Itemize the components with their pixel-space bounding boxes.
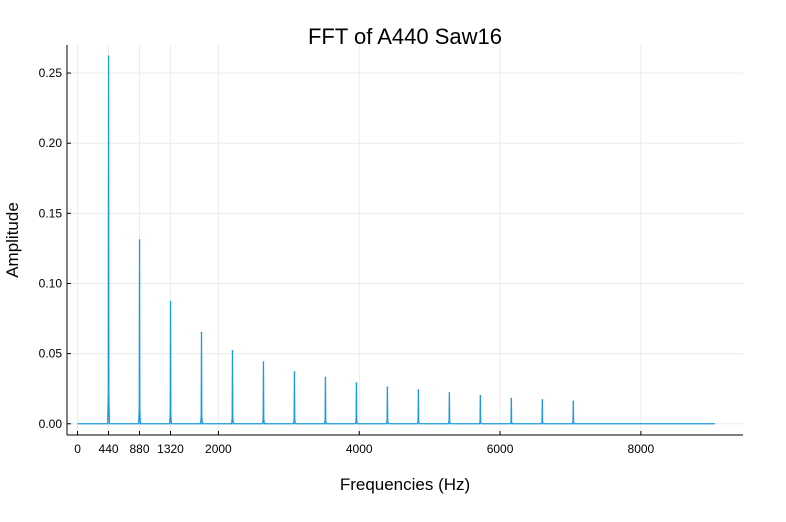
harmonic-peak-point [541,399,544,401]
y-tick-label: 0.10 [39,276,63,290]
spectrum-series-line [77,55,715,425]
harmonic-peak-point [355,382,358,384]
harmonic-peak-point [572,400,575,403]
harmonic-peak-point [510,397,513,400]
x-tick-label: 0 [74,442,81,456]
harmonic-peak-point [417,389,420,391]
harmonic-peak-point [293,371,296,373]
y-tick-label: 0.25 [39,66,63,80]
x-tick-label: 6000 [487,442,514,456]
grid-layer [67,45,743,435]
x-axis-label: Frequencies (Hz) [340,475,470,494]
harmonic-peak-point [262,361,265,363]
harmonic-peak-point [386,386,389,389]
y-axis-label: Amplitude [3,202,22,278]
y-tick-label: 0.15 [39,206,63,220]
axes-layer [66,45,743,436]
chart-title: FFT of A440 Saw16 [308,24,502,49]
x-tick-label: 2000 [205,442,232,456]
x-tick-label: 880 [130,442,150,456]
harmonic-peak-point [200,331,203,334]
x-tick-label: 8000 [628,442,655,456]
x-tick-label: 4000 [346,442,373,456]
y-tick-label: 0.20 [39,136,63,150]
y-tick-label: 0.00 [39,417,63,431]
harmonic-peak-point [107,55,110,58]
harmonic-peak-point [324,376,327,379]
harmonic-peak-point [448,392,451,394]
harmonic-peak-point [169,300,172,303]
harmonic-peak-point [479,394,482,397]
harmonic-peak-point [138,239,141,241]
y-tick-label: 0.05 [39,347,63,361]
x-tick-label: 1320 [157,442,184,456]
series-layer [77,55,715,425]
ticks-layer: 0 440 880 1320 2000 4000 6000 8000 0.00 0.05 0.10 0… [39,66,655,456]
x-tick-label: 440 [99,442,119,456]
harmonic-peak-point [231,350,234,352]
